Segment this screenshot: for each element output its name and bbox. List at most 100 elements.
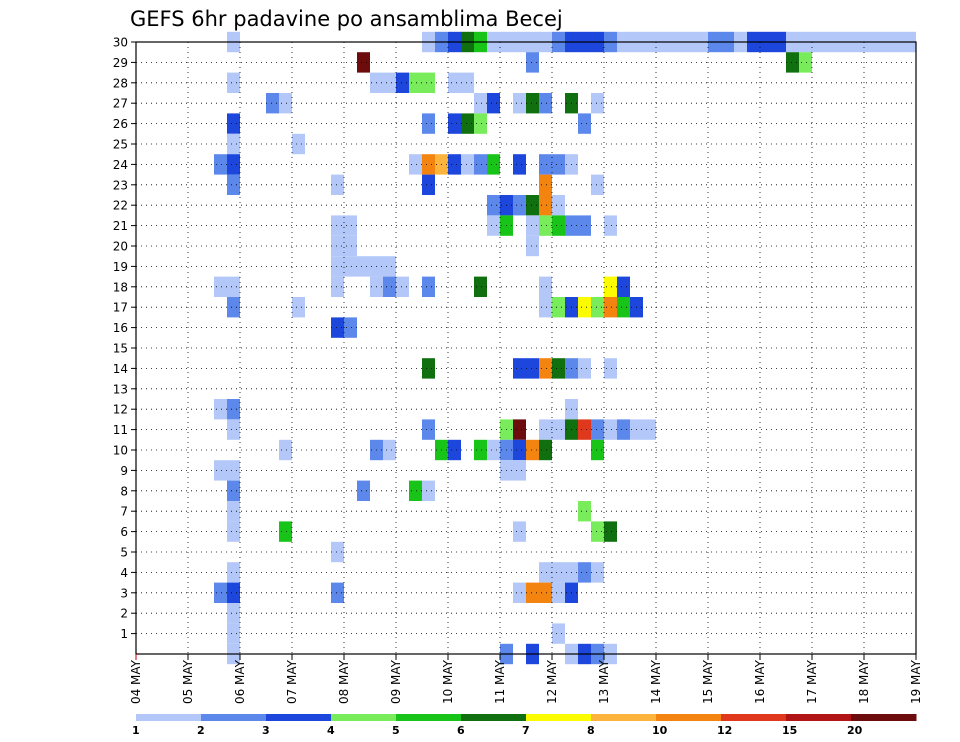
heatmap-cell <box>539 297 552 318</box>
y-tick-label: 28 <box>113 76 128 90</box>
heatmap-cell <box>591 439 604 461</box>
legend-swatch <box>526 714 592 721</box>
legend-swatch <box>721 714 787 721</box>
heatmap-cell <box>214 460 227 481</box>
heatmap-cell <box>279 93 292 114</box>
heatmap-cell <box>799 52 812 73</box>
heatmap-cell <box>331 215 344 236</box>
heatmap-cell <box>617 276 630 297</box>
y-tick-label: 5 <box>120 546 128 560</box>
heatmap-cell <box>227 501 240 522</box>
heatmap-cell <box>266 93 279 114</box>
heatmap-cell <box>383 439 396 461</box>
heatmap-cell <box>526 439 539 461</box>
plot-grid <box>136 42 916 654</box>
y-tick-label: 8 <box>120 484 128 498</box>
legend-label: 1 <box>132 724 140 737</box>
x-tick-label: 11 MAY <box>493 659 507 704</box>
heatmap-cell <box>227 399 240 420</box>
legend-label: 6 <box>457 724 465 737</box>
y-tick-label: 2 <box>120 607 128 621</box>
x-tick-label: 14 MAY <box>649 659 663 704</box>
heatmap-cell <box>227 297 240 318</box>
heatmap-cell <box>227 562 240 583</box>
heatmap-cell <box>513 358 526 379</box>
heatmap-cell <box>552 623 565 644</box>
y-tick-label: 15 <box>113 342 128 356</box>
y-tick-label: 17 <box>113 301 128 315</box>
legend-swatch <box>851 714 917 721</box>
legend-label: 12 <box>717 724 732 737</box>
heatmap-cell <box>552 562 565 583</box>
heatmap-cell <box>344 317 357 338</box>
heatmap-cell <box>227 276 240 297</box>
heatmap-cell <box>617 419 630 440</box>
heatmap-cell <box>396 276 409 297</box>
x-tick-label: 10 MAY <box>441 659 455 704</box>
heatmap-cell <box>578 562 591 583</box>
legend-swatch <box>656 714 722 721</box>
y-tick-label: 12 <box>113 403 128 417</box>
heatmap-cell <box>487 195 500 216</box>
heatmap-cell <box>331 256 344 277</box>
y-tick-label: 30 <box>113 36 128 50</box>
heatmap-cell <box>487 154 500 175</box>
x-tick-label: 06 MAY <box>233 659 247 704</box>
heatmap-cell <box>357 480 370 501</box>
legend-label: 7 <box>522 724 530 737</box>
heatmap-cell <box>214 276 227 297</box>
heatmap-cell <box>604 276 617 297</box>
heatmap-cell <box>461 113 474 134</box>
y-tick-label: 16 <box>113 321 128 335</box>
heatmap-cell <box>591 174 604 195</box>
heatmap-cell <box>422 154 435 175</box>
x-tick-label: 04 MAY <box>129 659 143 704</box>
heatmap-cell <box>513 195 526 216</box>
heatmap-cell <box>331 276 344 297</box>
heatmap-cell <box>591 297 604 318</box>
heatmap-cell <box>552 419 565 440</box>
legend-label: 8 <box>587 724 595 737</box>
legend-label: 2 <box>197 724 205 737</box>
y-tick-label: 13 <box>113 382 128 396</box>
x-axis-ticks: 04 MAY 05 MAY 06 MAY 07 MAY 08 MAY 09 MAY 10 M… <box>129 654 923 704</box>
y-tick-label: 25 <box>113 138 128 152</box>
heatmap-cell <box>214 399 227 420</box>
heatmap-cell <box>526 52 539 73</box>
heatmap-cell <box>526 235 539 257</box>
heatmap-cell <box>409 72 422 93</box>
heatmap-cell <box>643 419 656 440</box>
heatmap-cell <box>526 358 539 379</box>
x-tick-label: 08 MAY <box>337 659 351 704</box>
y-tick-label: 23 <box>113 178 128 192</box>
heatmap-cell <box>227 521 240 542</box>
heatmap-cell <box>383 256 396 277</box>
heatmap-cell <box>227 480 240 501</box>
heatmap-cell <box>422 276 435 297</box>
heatmap-cell <box>474 113 487 134</box>
heatmap-cell <box>513 419 526 440</box>
heatmap-cell <box>487 93 500 114</box>
legend-swatch <box>266 714 332 721</box>
heatmap-cell <box>331 174 344 195</box>
heatmap-cell <box>539 215 552 236</box>
heatmap-cell <box>409 480 422 501</box>
heatmap-cell <box>227 174 240 195</box>
heatmap-cell <box>422 174 435 195</box>
heatmap-cell <box>539 93 552 114</box>
heatmap-cell <box>526 195 539 216</box>
heatmap-cell <box>422 419 435 440</box>
heatmap-cell <box>552 154 565 175</box>
legend-label: 20 <box>847 724 863 737</box>
y-tick-label: 14 <box>113 362 128 376</box>
legend-swatch <box>396 714 462 721</box>
heatmap-cell <box>552 297 565 318</box>
heatmap-cell <box>513 460 526 481</box>
heatmap-cell <box>474 439 487 461</box>
x-tick-label: 13 MAY <box>597 659 611 704</box>
heatmap-cell <box>578 113 591 134</box>
heatmap-cell <box>539 195 552 216</box>
heatmap-cell <box>526 215 539 236</box>
heatmap-cell <box>461 154 474 175</box>
